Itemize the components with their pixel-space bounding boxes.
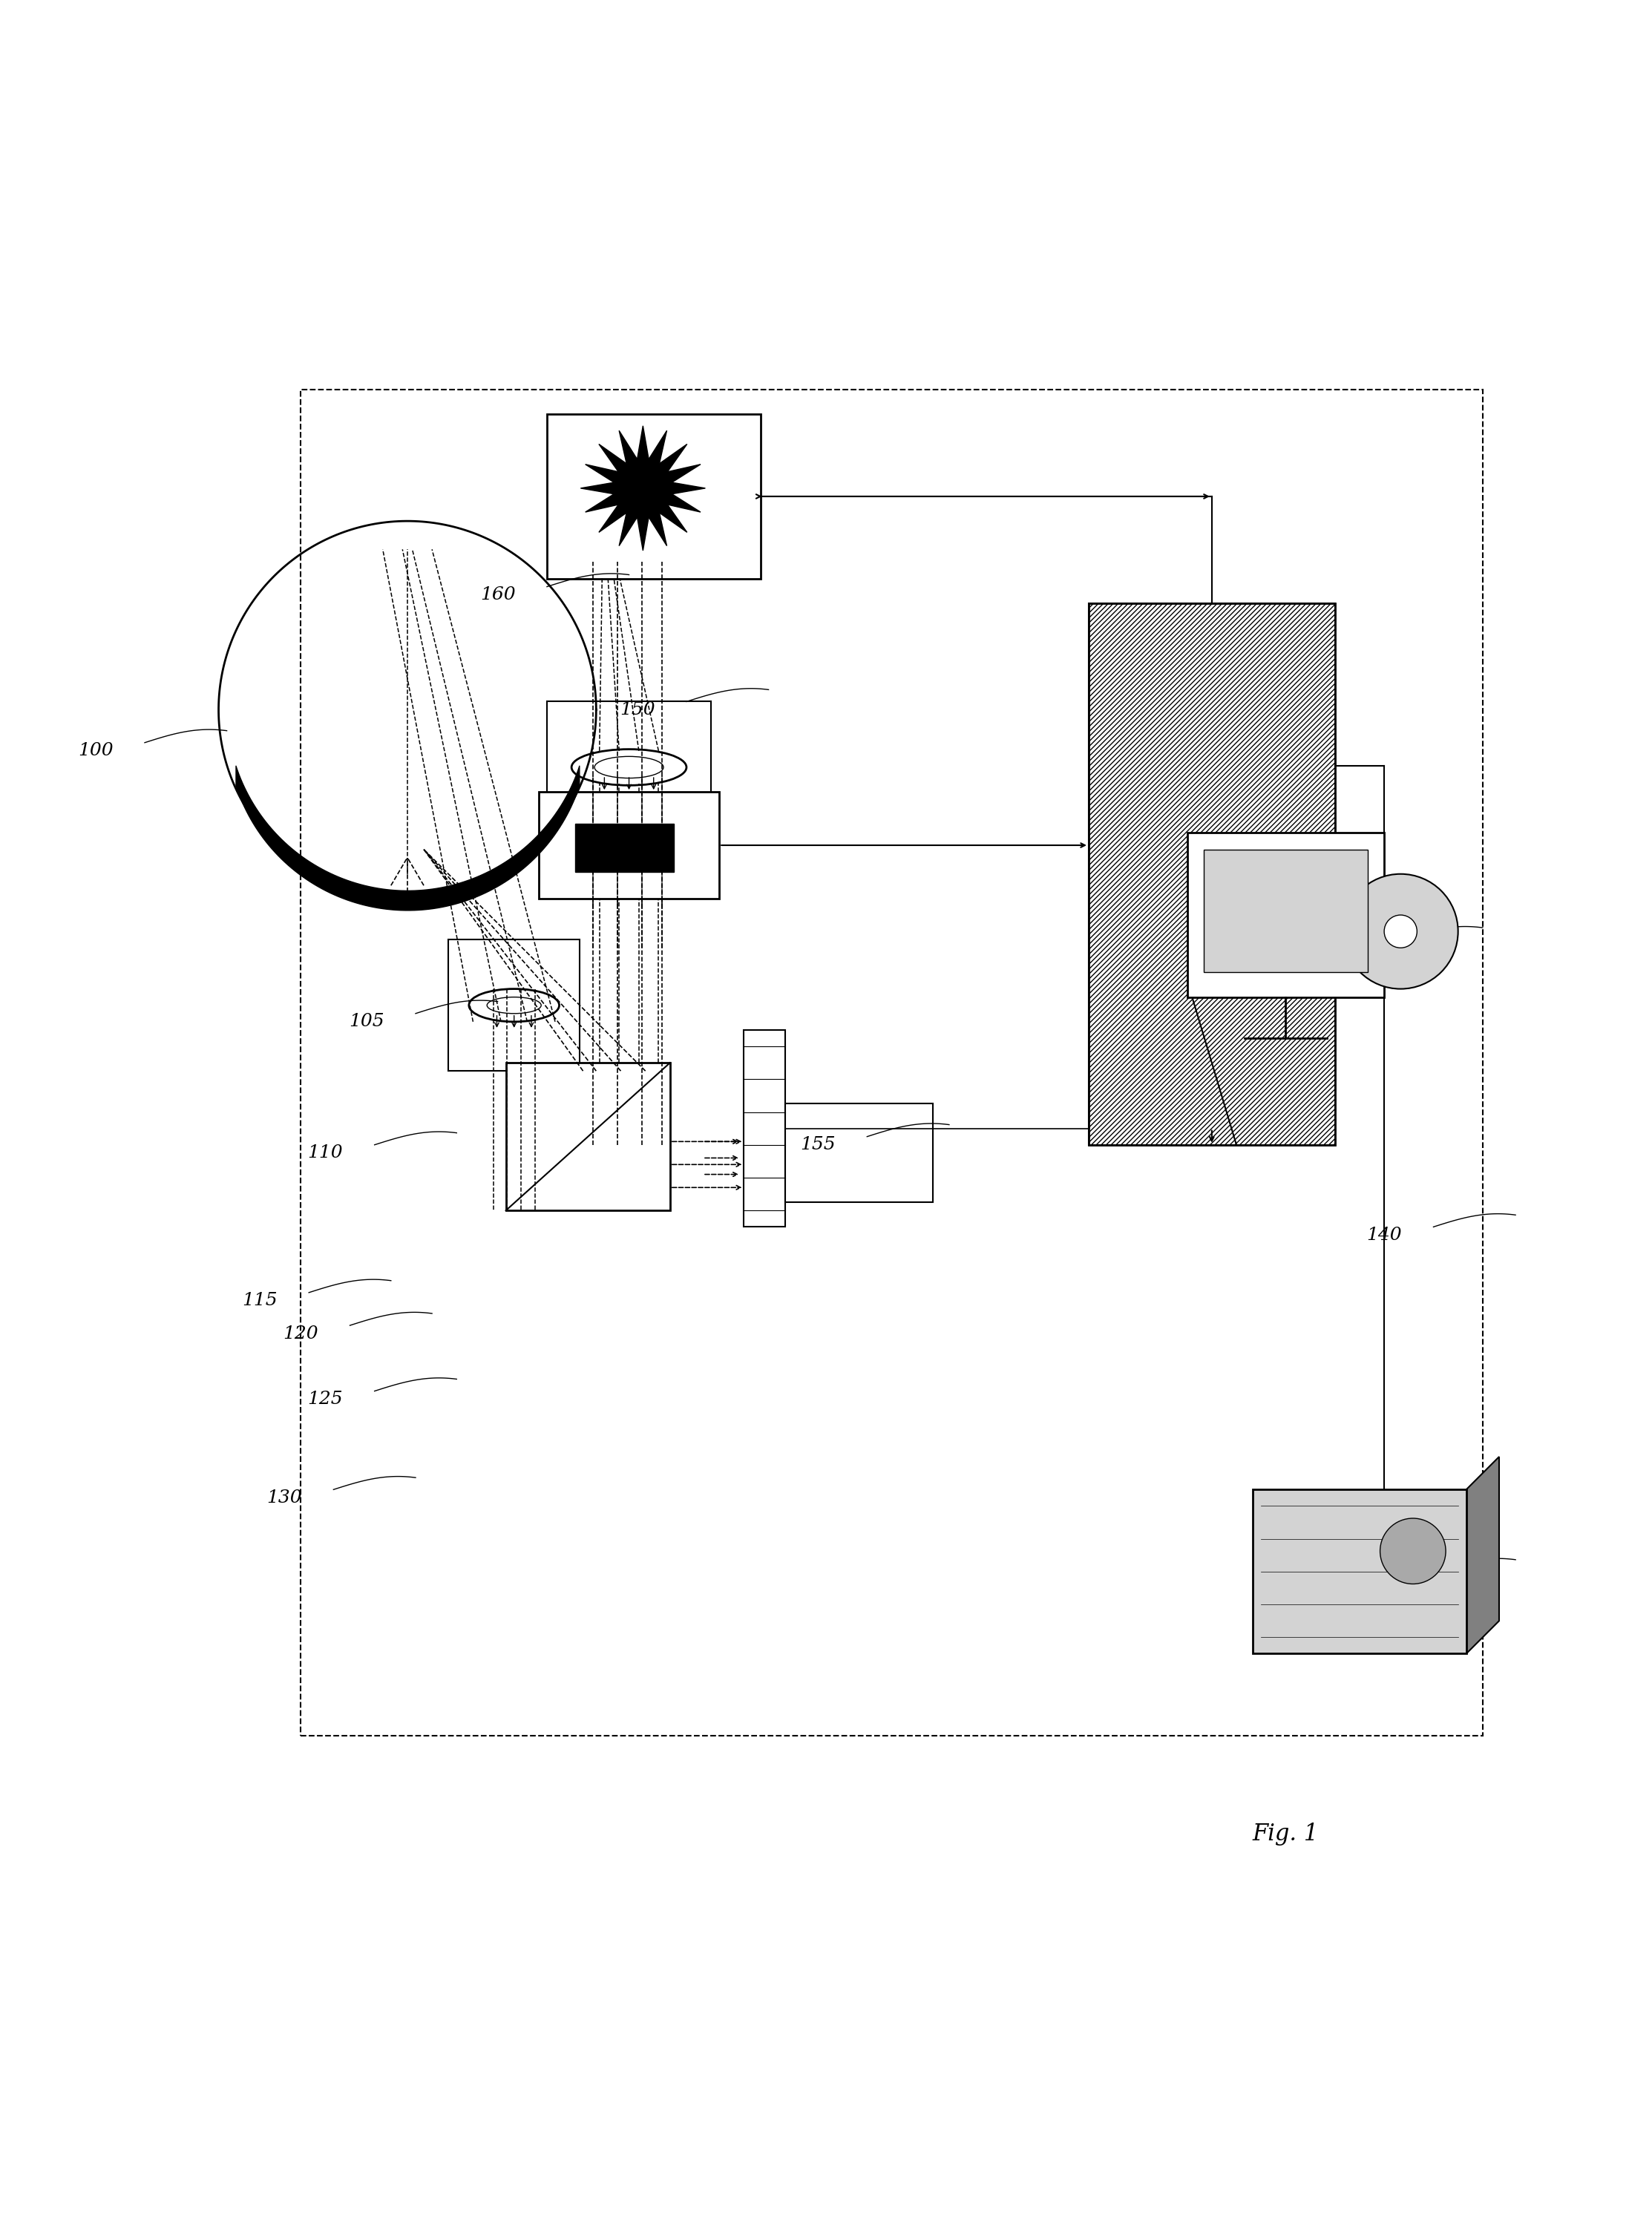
Text: 130: 130 xyxy=(266,1490,302,1506)
Polygon shape xyxy=(1467,1457,1498,1655)
Text: 140: 140 xyxy=(1366,1228,1403,1243)
Text: 155: 155 xyxy=(800,1136,836,1154)
Text: 115: 115 xyxy=(241,1292,278,1310)
Circle shape xyxy=(1343,874,1459,990)
Bar xyxy=(743,1030,785,1228)
Bar xyxy=(506,1063,671,1210)
Bar xyxy=(1252,1490,1467,1655)
Text: 100: 100 xyxy=(78,743,112,758)
Bar xyxy=(448,939,580,1072)
Text: 120: 120 xyxy=(282,1326,319,1341)
Circle shape xyxy=(1379,1519,1446,1583)
Bar xyxy=(547,701,710,834)
Polygon shape xyxy=(580,425,705,552)
Circle shape xyxy=(1384,914,1417,947)
Bar xyxy=(547,414,760,578)
Bar xyxy=(575,823,674,872)
Bar xyxy=(1089,603,1335,1145)
Text: 135: 135 xyxy=(1333,939,1370,956)
Text: 110: 110 xyxy=(307,1145,344,1161)
Text: 160: 160 xyxy=(481,587,515,603)
Text: 145: 145 xyxy=(1366,1572,1403,1588)
Bar xyxy=(785,1103,933,1203)
Bar xyxy=(1188,834,1384,996)
Bar xyxy=(1089,603,1335,1145)
Text: 150: 150 xyxy=(620,701,654,718)
Bar xyxy=(539,792,719,898)
Text: 125: 125 xyxy=(307,1390,344,1408)
Text: 105: 105 xyxy=(349,1014,383,1030)
Text: Fig. 1: Fig. 1 xyxy=(1252,1824,1318,1846)
Bar xyxy=(1204,850,1368,972)
Bar xyxy=(301,389,1483,1735)
